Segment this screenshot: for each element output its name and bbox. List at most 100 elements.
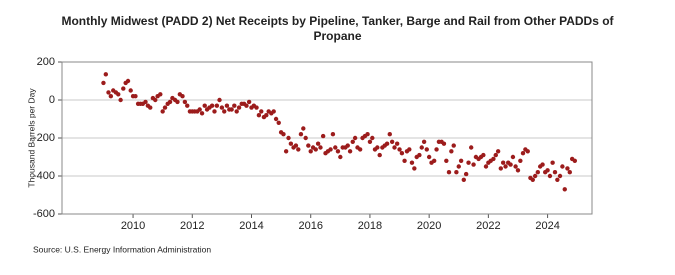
point [167, 99, 173, 105]
point [367, 139, 373, 144]
point [417, 152, 422, 158]
point [125, 78, 131, 84]
point [254, 105, 259, 110]
point [532, 173, 538, 179]
point [330, 132, 336, 137]
point [160, 109, 165, 114]
point [273, 116, 279, 122]
point [555, 177, 560, 182]
point [389, 139, 395, 144]
point [217, 97, 222, 103]
point [148, 105, 153, 110]
point [315, 141, 321, 146]
point [335, 149, 341, 154]
x-tick-label: 2010 [121, 220, 145, 232]
point [565, 166, 570, 171]
point [224, 103, 230, 108]
point [421, 139, 427, 144]
point [508, 162, 513, 167]
point [222, 109, 227, 114]
point [550, 160, 555, 165]
point [456, 164, 461, 169]
point [384, 141, 390, 146]
point [303, 135, 308, 141]
point [375, 145, 380, 150]
x-tick-label: 2016 [298, 220, 322, 232]
point [276, 120, 281, 126]
point [530, 177, 535, 182]
point [458, 158, 464, 163]
point [397, 147, 402, 152]
point [513, 164, 518, 169]
point [357, 147, 363, 152]
point [318, 145, 323, 150]
point [466, 160, 471, 165]
point [535, 170, 541, 175]
point [283, 149, 289, 154]
point [185, 103, 190, 108]
point [101, 80, 106, 86]
point [333, 145, 338, 150]
point [197, 107, 202, 112]
point [313, 147, 318, 152]
point [347, 149, 353, 154]
x-tick-label: 2022 [476, 220, 500, 232]
point [308, 149, 313, 154]
x-tick-label: 2020 [417, 220, 441, 232]
point [236, 105, 242, 110]
point [338, 154, 343, 160]
point [412, 166, 417, 171]
point [106, 90, 111, 95]
point [108, 94, 114, 99]
point [296, 147, 301, 152]
point [365, 132, 370, 137]
point [394, 141, 400, 146]
point [483, 164, 489, 169]
point [560, 164, 565, 169]
point [199, 111, 205, 116]
point [246, 99, 252, 105]
point [424, 147, 429, 152]
point [540, 162, 545, 167]
point [162, 105, 168, 110]
point [434, 147, 439, 152]
point [133, 94, 138, 99]
point [567, 170, 572, 175]
point [515, 168, 521, 173]
point [552, 170, 558, 175]
point [518, 158, 523, 163]
point [288, 141, 294, 146]
point [441, 141, 447, 146]
point [352, 135, 358, 141]
point [525, 149, 530, 154]
point [180, 94, 185, 99]
plot-frame [61, 61, 593, 215]
point [103, 72, 109, 77]
point [214, 103, 220, 108]
point [212, 109, 217, 114]
point [503, 164, 508, 169]
point [118, 97, 123, 103]
point [449, 149, 454, 154]
point [463, 171, 469, 177]
point [328, 147, 333, 152]
point [454, 170, 459, 175]
point [306, 143, 311, 148]
y-tick-label: -600 [33, 208, 55, 220]
point [520, 151, 526, 156]
point [202, 103, 207, 108]
point [491, 156, 496, 162]
source-note: Source: U.S. Energy Information Administ… [33, 244, 211, 254]
x-tick-label: 2018 [358, 220, 382, 232]
point [377, 152, 382, 158]
point [444, 158, 449, 163]
y-axis-label: Thousand Barrels per Day [26, 88, 36, 188]
point [451, 143, 456, 148]
point [345, 143, 350, 148]
point [256, 113, 262, 118]
point [128, 88, 133, 93]
y-tick-label: -200 [33, 132, 55, 144]
point [495, 149, 501, 154]
x-tick-label: 2024 [535, 220, 559, 232]
